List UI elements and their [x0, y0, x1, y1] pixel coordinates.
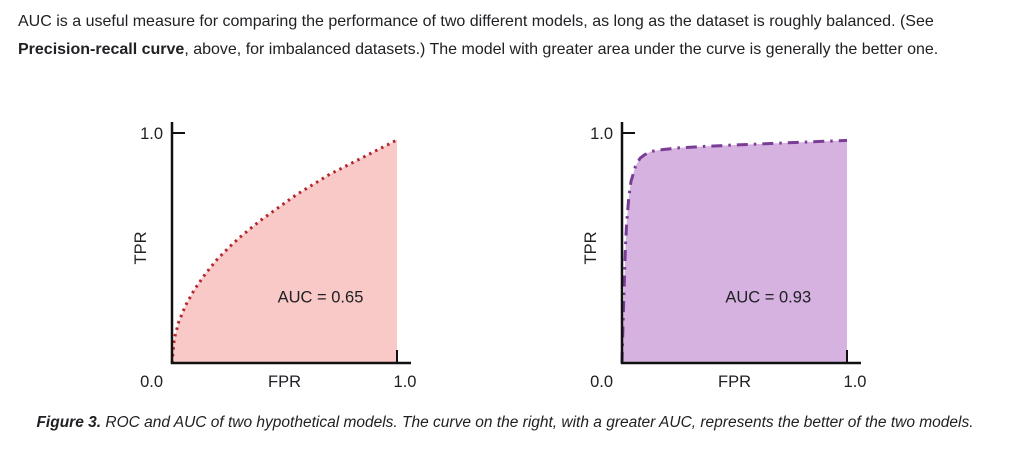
y-max-tick-label: 1.0	[140, 125, 163, 143]
figure-caption-text: ROC and AUC of two hypothetical models. …	[101, 414, 974, 431]
precision-recall-curve-reference: Precision-recall curve	[18, 41, 185, 58]
axes-lines	[170, 122, 411, 365]
roc-curve-line	[170, 138, 398, 364]
charts-row: 1.0 0.0 1.0 FPR TPR AUC = 0.65 1.0 0.0 1.0 FPR TP…	[0, 110, 1010, 400]
axes-lines	[620, 122, 861, 365]
figure-caption-label: Figure 3.	[36, 414, 102, 431]
figure-caption: Figure 3. ROC and AUC of two hypothetica…	[0, 414, 1010, 432]
roc-chart-left: 1.0 0.0 1.0 FPR TPR AUC = 0.65	[112, 110, 442, 400]
y-axis-title: TPR	[582, 231, 600, 264]
x-max-tick-label: 1.0	[394, 373, 417, 391]
x-axis-title: FPR	[268, 373, 301, 391]
auc-fill-area	[172, 139, 397, 363]
roc-curve-line	[620, 138, 848, 364]
y-axis-title: TPR	[132, 231, 150, 264]
roc-chart-right: 1.0 0.0 1.0 FPR TPR AUC = 0.93	[562, 110, 892, 400]
x-axis-title: FPR	[718, 373, 751, 391]
roc-chart-left-svg: 1.0 0.0 1.0 FPR TPR AUC = 0.65	[132, 122, 417, 391]
origin-tick-label: 0.0	[140, 373, 163, 391]
auc-annotation: AUC = 0.93	[725, 288, 811, 306]
auc-fill-area	[622, 140, 847, 363]
origin-tick-label: 0.0	[590, 373, 613, 391]
intro-text-rest: , above, for imbalanced datasets.) The m…	[184, 41, 939, 58]
x-max-tick-label: 1.0	[844, 373, 867, 391]
intro-paragraph: AUC is a useful measure for comparing th…	[18, 8, 996, 64]
y-max-tick-label: 1.0	[590, 125, 613, 143]
auc-annotation: AUC = 0.65	[278, 288, 364, 306]
intro-text-line1: AUC is a useful measure for comparing th…	[18, 13, 934, 30]
roc-chart-right-svg: 1.0 0.0 1.0 FPR TPR AUC = 0.93	[582, 122, 867, 391]
